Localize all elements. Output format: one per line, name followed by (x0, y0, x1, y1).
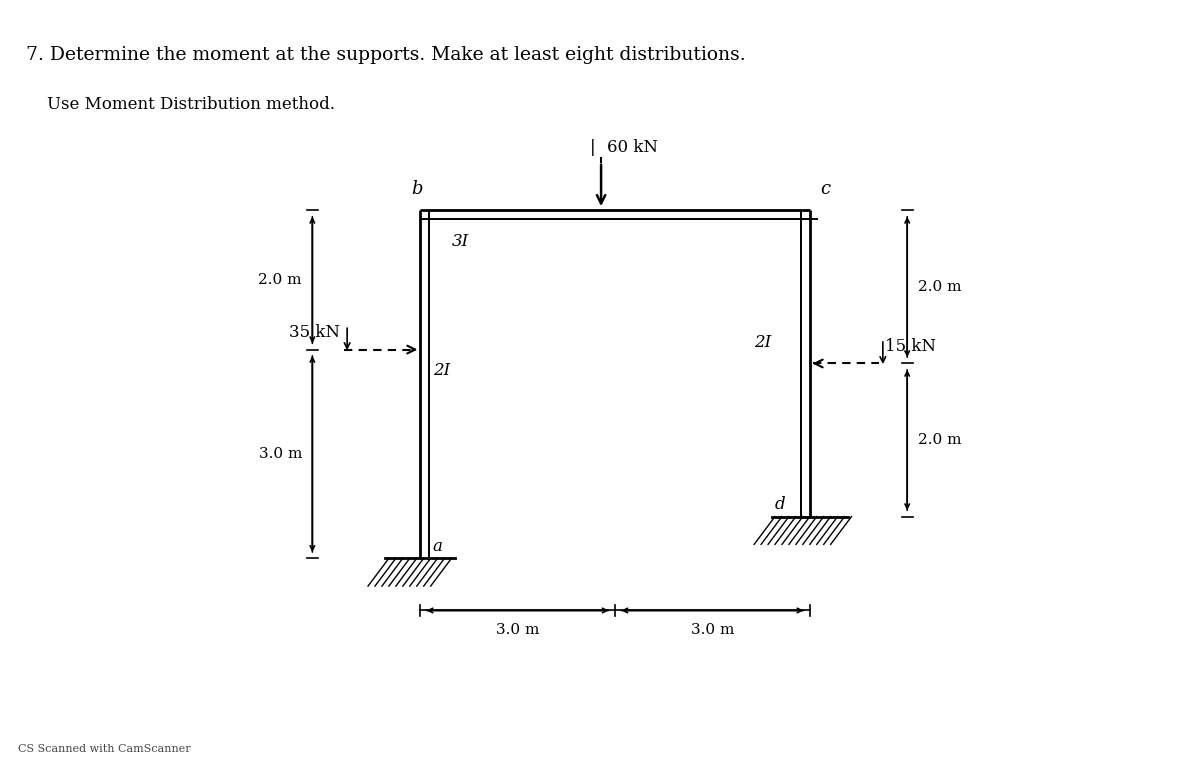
Text: b: b (410, 180, 422, 198)
Text: 2.0 m: 2.0 m (918, 280, 961, 294)
Text: 3I: 3I (451, 233, 469, 250)
Text: 3.0 m: 3.0 m (691, 623, 734, 637)
Text: 60 kN: 60 kN (607, 139, 658, 156)
Text: CS Scanned with CamScanner: CS Scanned with CamScanner (18, 744, 191, 754)
Text: a: a (433, 538, 443, 554)
Text: 2I: 2I (433, 362, 450, 379)
Text: 2.0 m: 2.0 m (258, 273, 302, 287)
Text: 15 kN: 15 kN (884, 338, 936, 355)
Text: 3.0 m: 3.0 m (258, 447, 302, 461)
Text: 35 kN: 35 kN (289, 324, 340, 341)
Text: Use Moment Distribution method.: Use Moment Distribution method. (26, 96, 336, 113)
Text: 3.0 m: 3.0 m (496, 623, 539, 637)
Text: c: c (821, 180, 830, 198)
Text: 2I: 2I (755, 334, 772, 351)
Text: 7. Determine the moment at the supports. Make at least eight distributions.: 7. Determine the moment at the supports.… (26, 46, 746, 64)
Text: |: | (590, 139, 595, 156)
Text: 2.0 m: 2.0 m (918, 433, 961, 447)
Text: d: d (775, 496, 786, 513)
